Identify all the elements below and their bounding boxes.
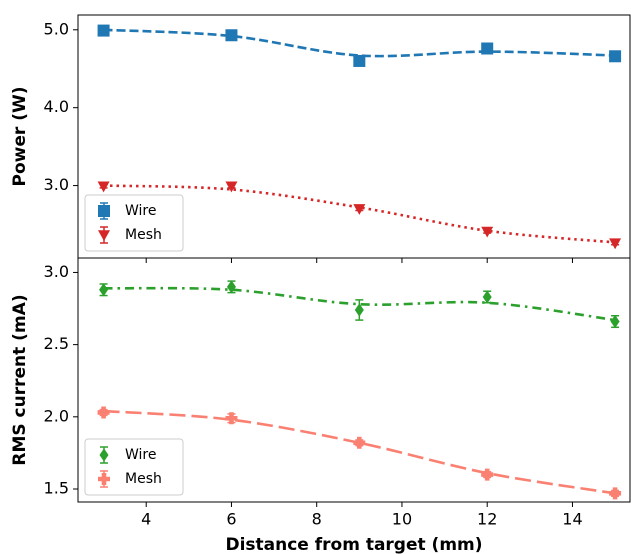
marker <box>226 280 236 294</box>
y-tick-label: 1.5 <box>44 479 69 498</box>
x-tick-label: 12 <box>477 510 497 529</box>
marker <box>482 290 492 304</box>
marker <box>98 473 110 486</box>
marker <box>609 50 622 63</box>
marker <box>481 226 494 238</box>
x-tick-label: 10 <box>392 510 412 529</box>
legend: Wire Mesh <box>84 438 184 496</box>
x-tick-label: 8 <box>312 510 322 529</box>
marker <box>353 436 366 449</box>
marker <box>354 303 364 317</box>
marker <box>481 468 494 481</box>
y-tick-label: 5.0 <box>44 19 69 38</box>
marker <box>610 314 620 329</box>
marker <box>609 487 622 500</box>
marker <box>99 448 109 462</box>
y-tick-label: 3.0 <box>44 175 69 194</box>
marker <box>353 54 366 67</box>
marker <box>353 204 366 215</box>
y-tick-label: 3.0 <box>44 262 69 281</box>
marker <box>98 230 110 241</box>
axes-frame <box>77 257 631 503</box>
y-tick-label: 2.5 <box>44 334 69 353</box>
y-tick-label: 2.0 <box>44 406 69 425</box>
fit-line <box>103 409 616 495</box>
legend: Wire Mesh <box>84 194 184 252</box>
marker <box>98 205 110 217</box>
marker <box>225 29 238 42</box>
fit-line <box>103 28 616 58</box>
x-axis-label: Distance from target (mm) <box>225 535 482 554</box>
legend-label: Mesh <box>125 227 162 243</box>
marker <box>609 238 622 250</box>
x-tick-label: 14 <box>562 510 582 529</box>
marker <box>99 283 109 297</box>
marker <box>97 181 110 193</box>
y-tick-label: 4.0 <box>44 97 69 116</box>
fit-line <box>103 184 616 244</box>
marker <box>481 42 494 55</box>
y-axis-label: Power (W) <box>10 87 30 187</box>
marker <box>225 181 238 193</box>
legend-label: Mesh <box>125 471 162 487</box>
marker <box>225 412 238 425</box>
legend-label: Wire <box>125 203 157 219</box>
x-tick-label: 6 <box>226 510 236 529</box>
marker <box>97 24 110 37</box>
y-axis-label: RMS current (mA) <box>10 294 30 465</box>
x-tick-label: 4 <box>141 510 151 529</box>
marker <box>97 406 110 419</box>
legend-label: Wire <box>125 447 157 463</box>
